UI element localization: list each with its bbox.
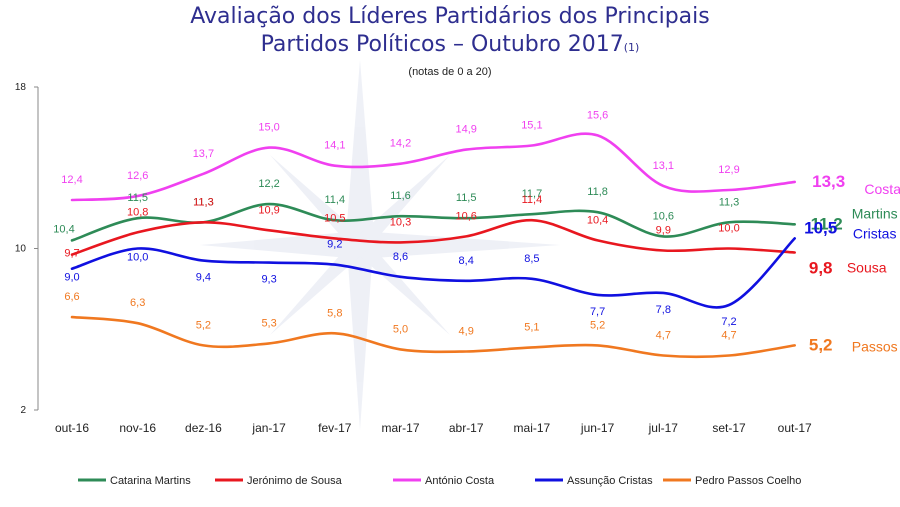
data-label: 11,3 bbox=[193, 196, 214, 208]
x-tick-label: mar-17 bbox=[381, 421, 419, 435]
series-name-label: Costa bbox=[864, 181, 900, 197]
data-label: 7,7 bbox=[590, 306, 605, 318]
data-label: 5,3 bbox=[261, 317, 276, 329]
data-label: 12,2 bbox=[258, 178, 279, 190]
data-label: 11,6 bbox=[390, 190, 411, 202]
data-label: 7,2 bbox=[721, 316, 736, 328]
y-tick-label: 10 bbox=[15, 244, 27, 255]
legend-entry: Assunção Cristas bbox=[567, 475, 653, 487]
data-label: 13,1 bbox=[653, 160, 674, 172]
data-label: 6,3 bbox=[130, 297, 145, 309]
series-name-label: Passos bbox=[852, 338, 898, 354]
data-label: 8,4 bbox=[459, 255, 474, 267]
x-tick-label: dez-16 bbox=[185, 421, 222, 435]
data-label: 10,5 bbox=[324, 212, 345, 224]
legend-entry: Catarina Martins bbox=[110, 475, 191, 487]
data-label: 11,4 bbox=[522, 194, 543, 206]
data-label: 5,8 bbox=[327, 307, 342, 319]
chart-title-line2: Partidos Políticos – Outubro 2017(1) bbox=[0, 32, 900, 57]
data-label: 4,7 bbox=[721, 329, 736, 341]
data-label: 10,6 bbox=[455, 210, 476, 222]
data-label: 11,4 bbox=[325, 194, 346, 206]
y-tick-label: 2 bbox=[20, 405, 26, 416]
data-label: 15,1 bbox=[521, 120, 542, 132]
x-tick-label: abr-17 bbox=[449, 421, 484, 435]
chart-subtitle: (notas de 0 a 20) bbox=[408, 66, 492, 78]
series-line bbox=[70, 202, 796, 242]
data-label: 14,1 bbox=[324, 140, 345, 152]
data-label: 10,4 bbox=[587, 214, 608, 226]
data-label: 6,6 bbox=[64, 291, 79, 303]
data-label: 15,0 bbox=[258, 122, 279, 134]
x-tick-label: out-16 bbox=[55, 421, 89, 435]
data-label: 5,1 bbox=[524, 321, 539, 333]
series-name-label: Cristas bbox=[853, 225, 897, 241]
data-label: 9,7 bbox=[64, 248, 79, 260]
series-name-label: Sousa bbox=[847, 260, 887, 276]
x-tick-label: mai-17 bbox=[514, 421, 551, 435]
legend-entry: Jerónimo de Sousa bbox=[247, 475, 343, 487]
x-tick-label: set-17 bbox=[712, 421, 746, 435]
series-line bbox=[70, 132, 796, 202]
series-line bbox=[70, 237, 796, 309]
data-label: 11,3 bbox=[719, 196, 740, 208]
series-line bbox=[70, 315, 796, 359]
data-label: 12,6 bbox=[127, 170, 148, 182]
data-label: 10,3 bbox=[390, 216, 411, 228]
end-value-label: 13,3 bbox=[812, 172, 845, 191]
data-label: 5,2 bbox=[196, 319, 211, 331]
data-label: 10,0 bbox=[718, 223, 739, 235]
data-label: 9,0 bbox=[64, 272, 79, 284]
y-tick-label: 18 bbox=[15, 82, 27, 93]
data-label: 9,4 bbox=[196, 272, 211, 284]
x-tick-label: jul-17 bbox=[648, 421, 679, 435]
data-label: 14,2 bbox=[390, 138, 411, 150]
data-label: 10,9 bbox=[258, 204, 279, 216]
data-label: 5,2 bbox=[590, 319, 605, 331]
data-label: 10,0 bbox=[127, 252, 148, 264]
x-tick-label: fev-17 bbox=[318, 421, 352, 435]
data-label: 12,4 bbox=[61, 174, 82, 186]
data-label: 12,9 bbox=[718, 164, 739, 176]
data-label: 15,6 bbox=[587, 109, 608, 121]
chart-title-note: (1) bbox=[623, 41, 640, 54]
data-label: 4,9 bbox=[459, 325, 474, 337]
end-value-label: 9,8 bbox=[809, 259, 833, 278]
data-label: 11,5 bbox=[127, 192, 148, 204]
x-tick-label: out-17 bbox=[778, 421, 812, 435]
data-label: 14,9 bbox=[455, 124, 476, 136]
data-label: 10,4 bbox=[53, 223, 74, 235]
data-label: 9,3 bbox=[261, 274, 276, 286]
data-label: 9,9 bbox=[656, 225, 671, 237]
data-label: 11,3 bbox=[193, 196, 214, 208]
data-label: 11,7 bbox=[522, 188, 543, 200]
data-label: 10,8 bbox=[127, 206, 148, 218]
data-label: 11,8 bbox=[587, 186, 608, 198]
data-label: 9,2 bbox=[327, 239, 342, 251]
x-tick-label: nov-16 bbox=[119, 421, 156, 435]
chart-title: Avaliação dos Líderes Partidários dos Pr… bbox=[190, 4, 710, 29]
data-label: 7,8 bbox=[656, 304, 671, 316]
data-label: 8,5 bbox=[524, 253, 539, 265]
end-value-label: 10,5 bbox=[804, 218, 837, 237]
chart-title-line2-text: Partidos Políticos – Outubro 2017 bbox=[260, 32, 624, 57]
legend-entry: Pedro Passos Coelho bbox=[695, 475, 801, 487]
data-label: 10,6 bbox=[653, 210, 674, 222]
end-value-label: 5,2 bbox=[809, 335, 833, 354]
x-tick-label: jan-17 bbox=[251, 421, 286, 435]
series-name-label: Martins bbox=[852, 205, 898, 221]
series-line bbox=[70, 218, 796, 256]
data-label: 5,0 bbox=[393, 323, 408, 335]
data-label: 11,5 bbox=[456, 192, 477, 204]
end-value-label: 11,2 bbox=[811, 214, 843, 233]
legend-entry: António Costa bbox=[425, 475, 495, 487]
data-label: 13,7 bbox=[193, 148, 214, 160]
data-label: 4,7 bbox=[656, 329, 671, 341]
compass-watermark bbox=[200, 60, 560, 430]
x-tick-label: jun-17 bbox=[580, 421, 615, 435]
data-label: 8,6 bbox=[393, 251, 408, 263]
